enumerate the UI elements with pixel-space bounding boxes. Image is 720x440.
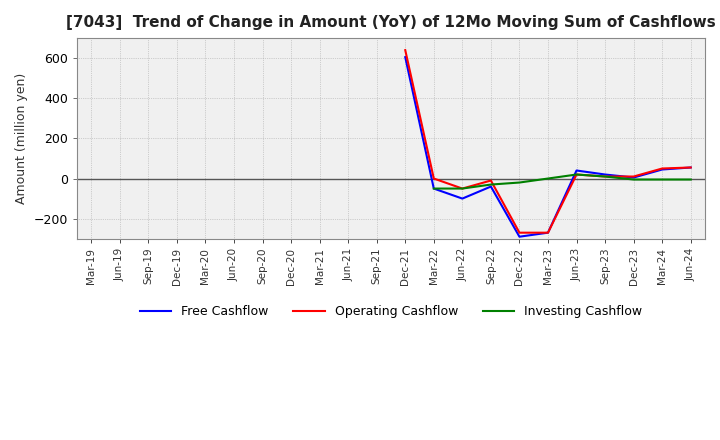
- Free Cashflow: [487, 184, 495, 189]
- Free Cashflow: [600, 172, 609, 177]
- Free Cashflow: [629, 175, 638, 180]
- Free Cashflow: [401, 55, 410, 60]
- Line: Investing Cashflow: Investing Cashflow: [434, 175, 690, 189]
- Investing Cashflow: [658, 177, 667, 182]
- Y-axis label: Amount (million yen): Amount (million yen): [15, 73, 28, 204]
- Free Cashflow: [458, 196, 467, 201]
- Free Cashflow: [572, 168, 581, 173]
- Free Cashflow: [430, 186, 438, 191]
- Operating Cashflow: [658, 166, 667, 171]
- Operating Cashflow: [600, 174, 609, 179]
- Line: Operating Cashflow: Operating Cashflow: [405, 50, 690, 233]
- Operating Cashflow: [629, 174, 638, 179]
- Investing Cashflow: [458, 186, 467, 191]
- Free Cashflow: [544, 230, 552, 235]
- Operating Cashflow: [430, 176, 438, 181]
- Operating Cashflow: [401, 48, 410, 53]
- Operating Cashflow: [544, 230, 552, 235]
- Investing Cashflow: [600, 174, 609, 179]
- Investing Cashflow: [572, 172, 581, 177]
- Investing Cashflow: [430, 186, 438, 191]
- Investing Cashflow: [629, 177, 638, 182]
- Free Cashflow: [658, 167, 667, 172]
- Operating Cashflow: [686, 165, 695, 170]
- Line: Free Cashflow: Free Cashflow: [405, 57, 690, 237]
- Investing Cashflow: [544, 176, 552, 181]
- Operating Cashflow: [572, 172, 581, 177]
- Investing Cashflow: [686, 177, 695, 182]
- Operating Cashflow: [487, 178, 495, 183]
- Investing Cashflow: [487, 182, 495, 187]
- Free Cashflow: [686, 165, 695, 170]
- Legend: Free Cashflow, Operating Cashflow, Investing Cashflow: Free Cashflow, Operating Cashflow, Inves…: [135, 300, 647, 323]
- Operating Cashflow: [458, 186, 467, 191]
- Operating Cashflow: [515, 230, 523, 235]
- Title: [7043]  Trend of Change in Amount (YoY) of 12Mo Moving Sum of Cashflows: [7043] Trend of Change in Amount (YoY) o…: [66, 15, 716, 30]
- Investing Cashflow: [515, 180, 523, 185]
- Free Cashflow: [515, 234, 523, 239]
